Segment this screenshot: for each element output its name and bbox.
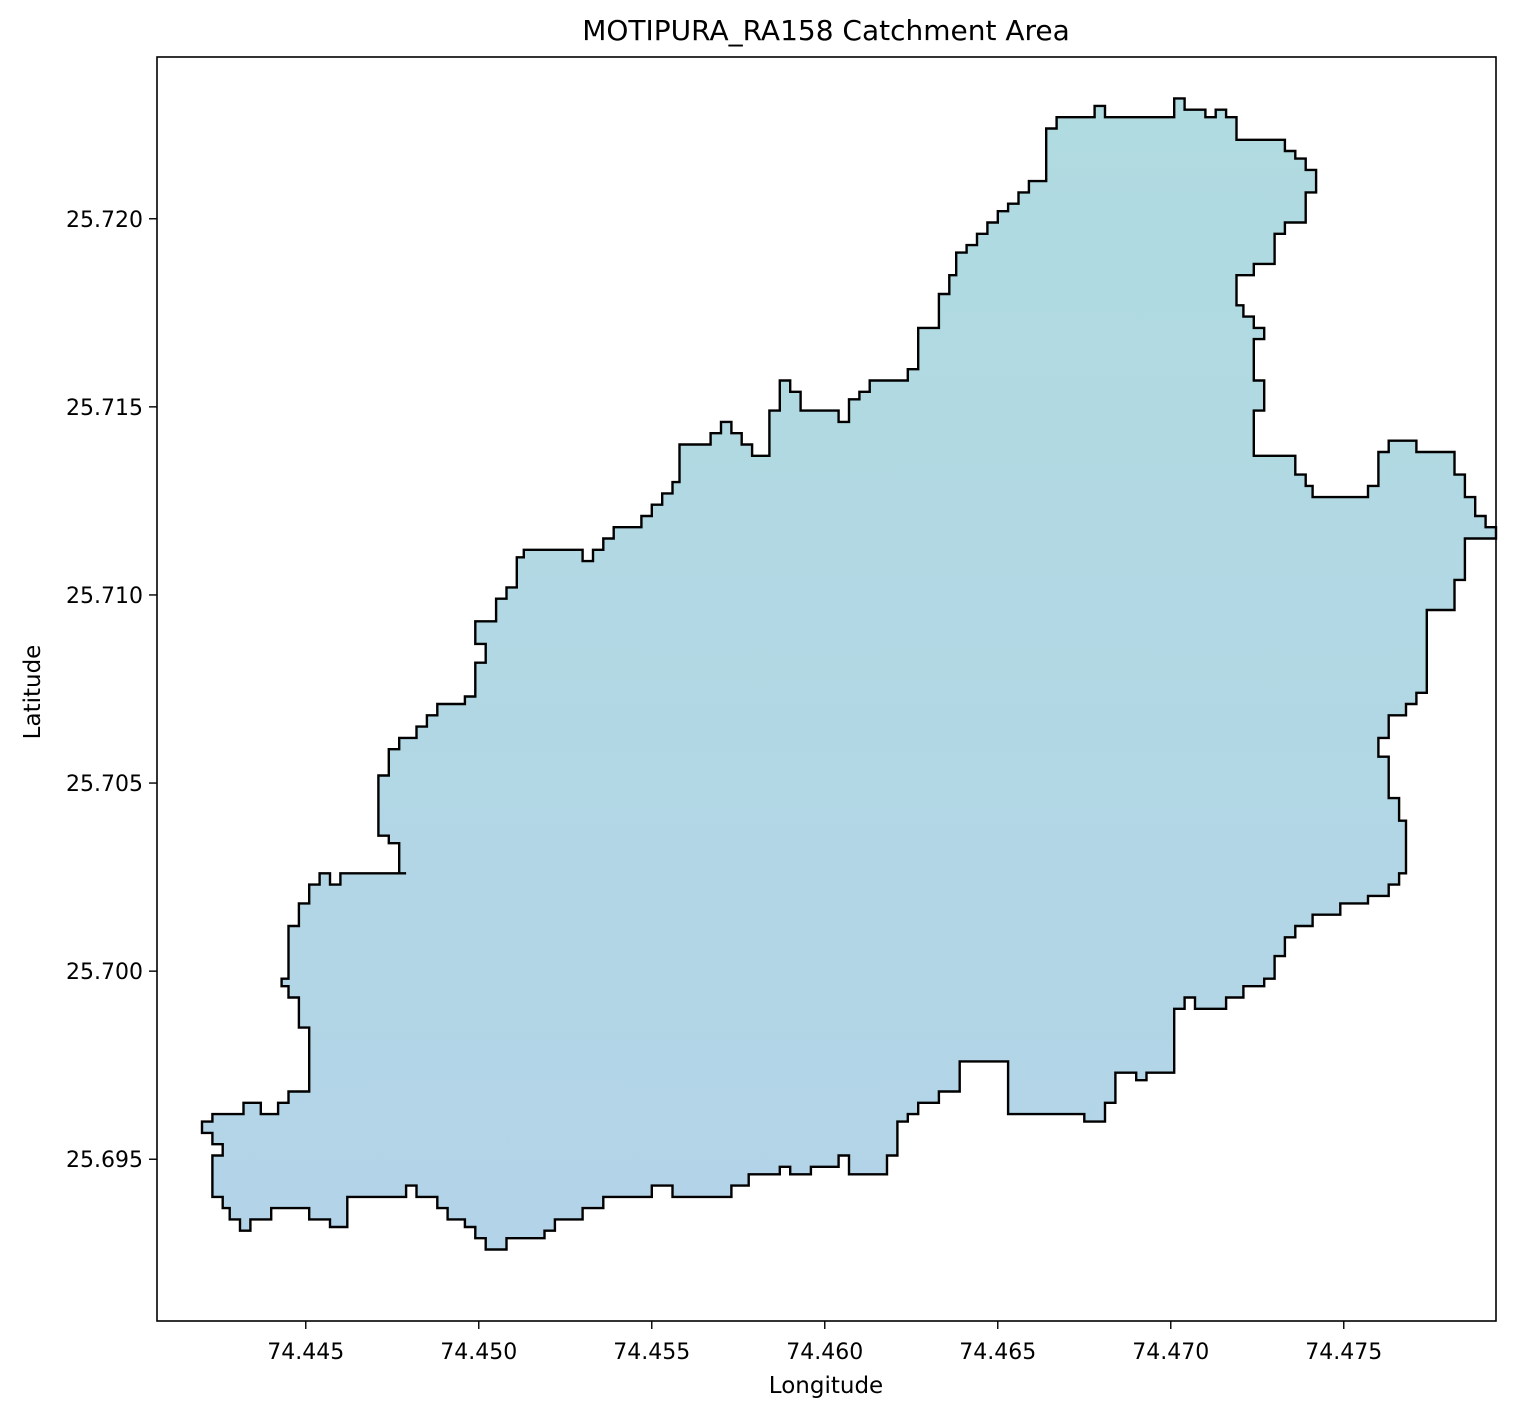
x-axis: 74.445 74.450 74.455 74.460 74.465 74.470 74.4… (267, 1321, 1382, 1365)
x-tick-label: 74.460 (786, 1340, 863, 1365)
y-tick-label: 25.715 (66, 396, 143, 421)
y-tick-label: 25.700 (66, 960, 143, 985)
x-tick-label: 74.445 (267, 1340, 344, 1365)
y-axis: 25.695 25.700 25.705 25.710 25.715 25.720 (66, 208, 157, 1173)
y-tick-label: 25.695 (66, 1148, 143, 1173)
x-tick-label: 74.470 (1132, 1340, 1209, 1365)
x-tick-label: 74.465 (959, 1340, 1036, 1365)
catchment-boundary (200, 97, 1498, 1251)
x-tick-label: 74.450 (440, 1340, 517, 1365)
x-axis-label: Longitude (769, 1373, 883, 1399)
chart-title: MOTIPURA_RA158 Catchment Area (582, 14, 1070, 47)
y-tick-label: 25.710 (66, 584, 143, 609)
x-tick-label: 74.455 (613, 1340, 690, 1365)
plot-area (200, 97, 1498, 1251)
x-tick-label: 74.475 (1305, 1340, 1382, 1365)
plot-frame (156, 56, 1497, 1322)
y-tick-label: 25.720 (66, 208, 143, 233)
y-tick-label: 25.705 (66, 772, 143, 797)
y-axis-label: Latitude (20, 645, 46, 740)
